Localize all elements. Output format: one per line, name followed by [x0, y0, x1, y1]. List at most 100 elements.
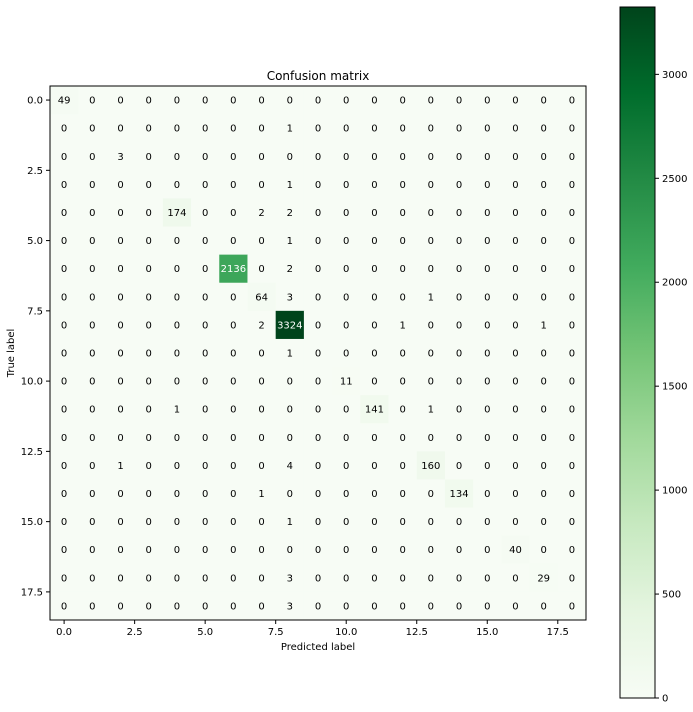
heatmap-cell [388, 282, 418, 312]
cell-value-label: 0 [484, 377, 490, 388]
cell-value-label: 0 [230, 489, 236, 500]
cell-value-label: 0 [428, 124, 434, 135]
cell-value-label: 0 [371, 601, 377, 612]
heatmap-cell [162, 563, 192, 593]
x-tick-label: 17.5 [547, 627, 569, 638]
heatmap-cell [162, 86, 192, 115]
cell-value-label: 0 [258, 601, 264, 612]
cell-value-label: 0 [89, 601, 95, 612]
heatmap-cell [557, 226, 587, 256]
heatmap-cell [219, 198, 248, 227]
heatmap-cell [303, 226, 333, 256]
cell-value-label: 0 [230, 433, 236, 444]
heatmap-cell [332, 451, 361, 480]
heatmap-cell [360, 86, 389, 115]
cell-value-label: 0 [287, 405, 293, 416]
cell-value-label: 0 [371, 349, 377, 360]
heatmap-cell [388, 142, 418, 171]
heatmap-cell [444, 310, 474, 340]
heatmap-cell [275, 142, 305, 171]
heatmap-cell [219, 226, 248, 256]
cell-value-label: 3 [117, 152, 123, 163]
x-axis-label: Predicted label [281, 642, 355, 653]
y-tick-label: 2.5 [27, 166, 43, 177]
heatmap-cell [247, 114, 277, 143]
heatmap-cell [557, 282, 587, 312]
cell-value-label: 0 [202, 405, 208, 416]
cell-value-label: 0 [61, 489, 67, 500]
cell-value-label: 0 [540, 96, 546, 107]
y-axis-label: True label [6, 329, 17, 379]
heatmap-cell [529, 282, 559, 312]
heatmap-cell [247, 254, 277, 284]
y-tick-label: 17.5 [21, 587, 43, 598]
cell-value-label: 0 [512, 573, 518, 584]
cell-value-label: 0 [428, 545, 434, 556]
heatmap-cell [134, 535, 164, 565]
heatmap-cell [416, 507, 446, 537]
cell-value-label: 3 [287, 601, 293, 612]
cell-value-label: 0 [456, 377, 462, 388]
heatmap-cell [416, 338, 446, 368]
cell-value-label: 0 [484, 573, 490, 584]
cell-value-label: 1 [428, 405, 434, 416]
heatmap-cell [303, 591, 333, 621]
heatmap-cell [275, 563, 305, 593]
cell-value-label: 0 [89, 236, 95, 247]
heatmap-cell [501, 507, 530, 537]
cell-value-label: 0 [230, 349, 236, 360]
y-tick-label: 10.0 [21, 377, 43, 388]
cell-value-label: 0 [343, 349, 349, 360]
cell-value-label: 0 [343, 489, 349, 500]
cell-value-label: 0 [484, 405, 490, 416]
heatmap-cell [501, 226, 530, 256]
heatmap-cell [332, 226, 361, 256]
cell-value-label: 0 [484, 433, 490, 444]
heatmap-cell [106, 142, 136, 171]
cell-value-label: 0 [287, 96, 293, 107]
heatmap-cell [134, 254, 164, 284]
cell-value-label: 0 [61, 461, 67, 472]
cell-value-label: 0 [315, 349, 321, 360]
heatmap-cell [529, 310, 559, 340]
cell-value-label: 0 [202, 461, 208, 472]
heatmap-cell [106, 367, 136, 396]
cell-value-label: 0 [343, 236, 349, 247]
x-tick-label: 7.5 [268, 627, 284, 638]
heatmap-cell [444, 535, 474, 565]
cell-value-label: 0 [230, 292, 236, 303]
heatmap-cell [360, 310, 389, 340]
heatmap-cell [162, 395, 192, 424]
heatmap-cell [219, 86, 248, 115]
heatmap-cell [134, 423, 164, 452]
cell-value-label: 0 [569, 180, 575, 191]
y-tick-label: 7.5 [27, 306, 43, 317]
heatmap-cell [529, 86, 559, 115]
heatmap-cell [134, 451, 164, 480]
heatmap-cell [303, 507, 333, 537]
heatmap-cell [529, 338, 559, 368]
cell-value-label: 4 [287, 461, 293, 472]
heatmap-cell [50, 451, 79, 480]
heatmap-cell [134, 170, 164, 199]
heatmap-cell [50, 226, 79, 256]
heatmap-cell [78, 254, 107, 284]
cell-value-label: 0 [146, 264, 152, 275]
heatmap-cell [444, 338, 474, 368]
heatmap-cell [106, 338, 136, 368]
heatmap-cell [275, 170, 305, 199]
heatmap-cell [473, 507, 502, 537]
cell-value-label: 0 [456, 152, 462, 163]
cell-value-label: 0 [569, 377, 575, 388]
cell-value-label: 0 [202, 152, 208, 163]
heatmap-cell [247, 563, 277, 593]
cell-value-label: 0 [315, 264, 321, 275]
cell-value-label: 0 [174, 96, 180, 107]
heatmap-cell [134, 563, 164, 593]
heatmap-cell [303, 423, 333, 452]
cell-value-label: 0 [512, 124, 518, 135]
cell-value-label: 0 [61, 573, 67, 584]
cell-value-label: 0 [258, 349, 264, 360]
y-axis-ticks: 0.0 2.5 5.0 7.5 10.0 12.5 15.0 17.5 [21, 96, 50, 598]
cell-value-label: 0 [569, 292, 575, 303]
